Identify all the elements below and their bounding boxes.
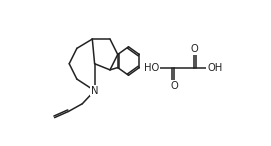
Text: O: O [170,81,178,91]
Text: OH: OH [207,63,222,73]
Text: O: O [190,45,198,54]
Text: HO: HO [144,63,159,73]
Text: N: N [91,86,98,96]
